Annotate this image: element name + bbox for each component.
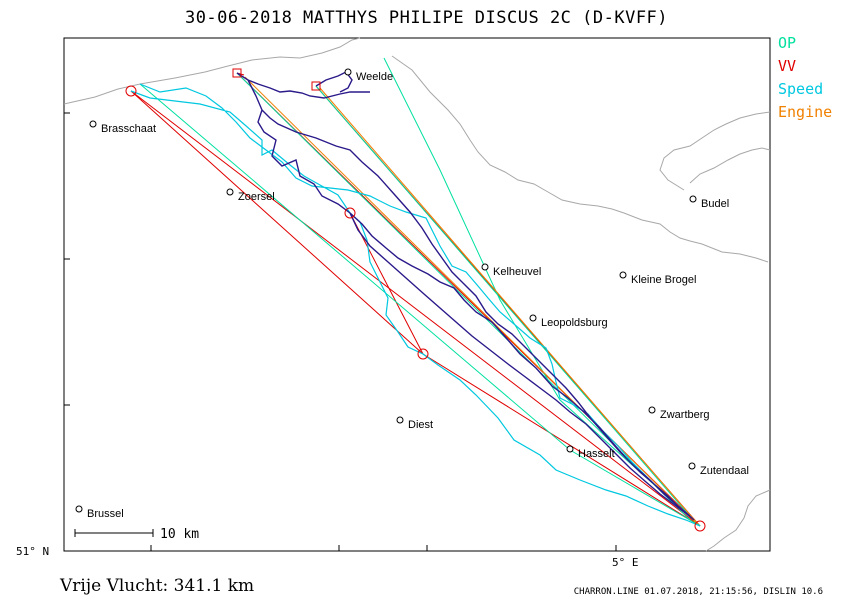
city-label: Leopoldsburg xyxy=(541,317,608,329)
city-marker-zutendaal xyxy=(688,462,696,470)
lon-label: 5° E xyxy=(612,556,639,569)
city-label: Weelde xyxy=(356,71,393,83)
city-label: Hasselt xyxy=(578,448,615,460)
lat-label: 51° N xyxy=(16,545,49,558)
city-markers xyxy=(75,68,697,513)
legend-op: OP xyxy=(778,34,797,52)
turnpoint-marker xyxy=(344,207,356,219)
start-turnpoint xyxy=(125,85,137,97)
chart-title: 30-06-2018 MATTHYS PHILIPE DISCUS 2C (D-… xyxy=(184,8,669,28)
legend-speed: Speed xyxy=(778,80,824,98)
city-label: Zoersel xyxy=(238,191,275,203)
map-frame xyxy=(63,37,771,552)
turnpoint-square xyxy=(311,81,321,91)
city-marker-zoersel xyxy=(226,188,234,196)
footer-info: CHARRON.LINE 01.07.2018, 21:15:56, DISLI… xyxy=(573,587,823,597)
legend-vv: VV xyxy=(778,57,797,75)
city-label: Diest xyxy=(408,419,433,431)
city-marker-leopoldsburg xyxy=(529,314,537,322)
distance-text: Vrije Vlucht: 341.1 km xyxy=(60,576,255,596)
city-label: Zwartberg xyxy=(660,409,710,421)
country-border xyxy=(63,37,771,552)
city-marker-weelde xyxy=(344,68,352,76)
op-lines xyxy=(139,57,701,527)
turnpoint-square xyxy=(232,68,242,78)
city-marker-diest xyxy=(396,416,404,424)
city-label: Kleine Brogel xyxy=(631,274,696,286)
finish-turnpoint xyxy=(694,520,706,532)
city-marker-kleine-brogel xyxy=(619,271,627,279)
city-marker-kelheuvel xyxy=(481,263,489,271)
scale-label: 10 km xyxy=(160,527,199,542)
city-label: Brasschaat xyxy=(101,123,156,135)
city-marker-brussel xyxy=(75,505,83,513)
scale-bar xyxy=(74,529,154,537)
city-label: Zutendaal xyxy=(700,465,749,477)
city-marker-brasschaat xyxy=(89,120,97,128)
turnpoint-marker xyxy=(417,348,429,360)
turnpoints xyxy=(125,68,706,532)
city-label: Kelheuvel xyxy=(493,266,541,278)
city-label: Brussel xyxy=(87,508,124,520)
city-marker-hasselt xyxy=(566,445,574,453)
city-marker-zwartberg xyxy=(648,406,656,414)
axis-ticks xyxy=(64,112,617,552)
city-label: Budel xyxy=(701,198,729,210)
legend-engine: Engine xyxy=(778,103,833,121)
city-marker-budel xyxy=(689,195,697,203)
